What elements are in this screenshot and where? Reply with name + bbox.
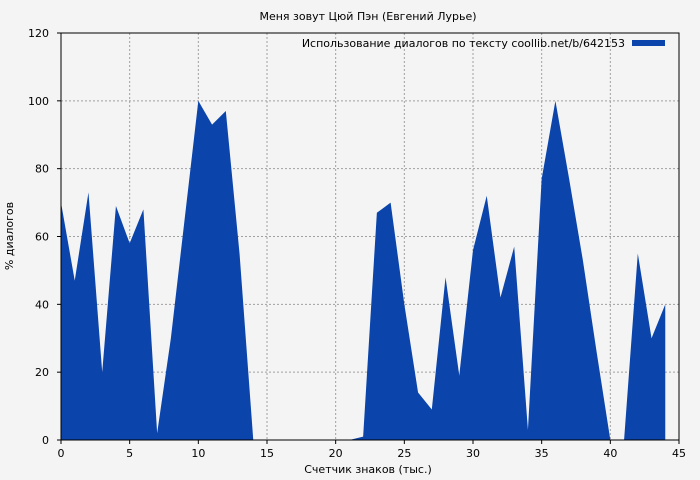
legend-label: Использование диалогов по тексту coollib… <box>302 37 625 50</box>
x-tick-label: 45 <box>672 447 686 460</box>
y-tick-label: 60 <box>35 231 49 244</box>
series-area-0 <box>61 100 666 440</box>
legend-swatch <box>632 40 665 46</box>
x-tick-label: 40 <box>603 447 617 460</box>
y-tick-label: 80 <box>35 163 49 176</box>
x-tick-label: 10 <box>191 447 205 460</box>
y-axis-label: % диалогов <box>3 202 16 270</box>
x-tick-label: 35 <box>535 447 549 460</box>
legend: Использование диалогов по тексту coollib… <box>302 37 665 50</box>
x-tick-label: 20 <box>329 447 343 460</box>
series-layer <box>61 100 666 440</box>
chart-title: Меня зовут Цюй Пэн (Евгений Лурье) <box>259 10 476 23</box>
x-tick-label: 0 <box>58 447 65 460</box>
y-tick-label: 20 <box>35 366 49 379</box>
y-tick-label: 120 <box>28 27 49 40</box>
y-tick-label: 100 <box>28 95 49 108</box>
x-tick-label: 25 <box>397 447 411 460</box>
y-tick-label: 0 <box>42 434 49 447</box>
x-tick-label: 30 <box>466 447 480 460</box>
y-axis: 0 20 40 60 80 100 120 <box>28 27 61 447</box>
x-axis-label: Счетчик знаков (тыс.) <box>304 463 432 476</box>
y-tick-label: 40 <box>35 298 49 311</box>
x-tick-label: 5 <box>126 447 133 460</box>
x-axis: 0 5 10 15 20 25 30 35 40 45 <box>58 440 686 460</box>
x-tick-label: 15 <box>260 447 274 460</box>
